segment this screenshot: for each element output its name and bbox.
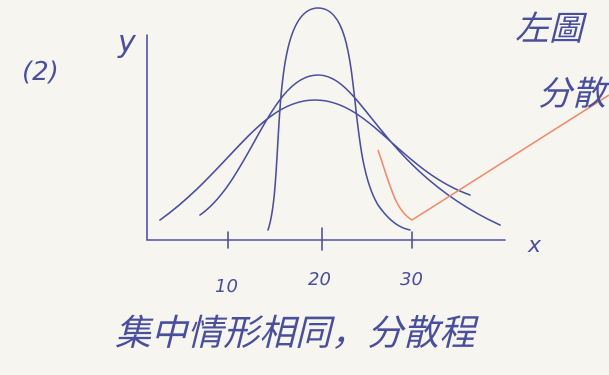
- x-axis-label: x: [527, 233, 542, 258]
- note: 分散: [538, 74, 609, 114]
- narrow-curve: [267, 7, 411, 231]
- axes: [146, 34, 506, 241]
- note: 左圖: [515, 9, 588, 49]
- tick-label: 30: [400, 269, 423, 290]
- medium-curve: [199, 74, 501, 226]
- y-axis-label: y: [117, 25, 137, 60]
- pointer-line: [377, 94, 609, 221]
- wide-curve: [159, 99, 471, 221]
- ticks: [227, 227, 413, 251]
- item-label: (2): [22, 57, 59, 87]
- tick-label: 20: [308, 269, 331, 290]
- note: 集中情形相同，分散程: [115, 313, 479, 354]
- tick-label: 10: [215, 276, 238, 297]
